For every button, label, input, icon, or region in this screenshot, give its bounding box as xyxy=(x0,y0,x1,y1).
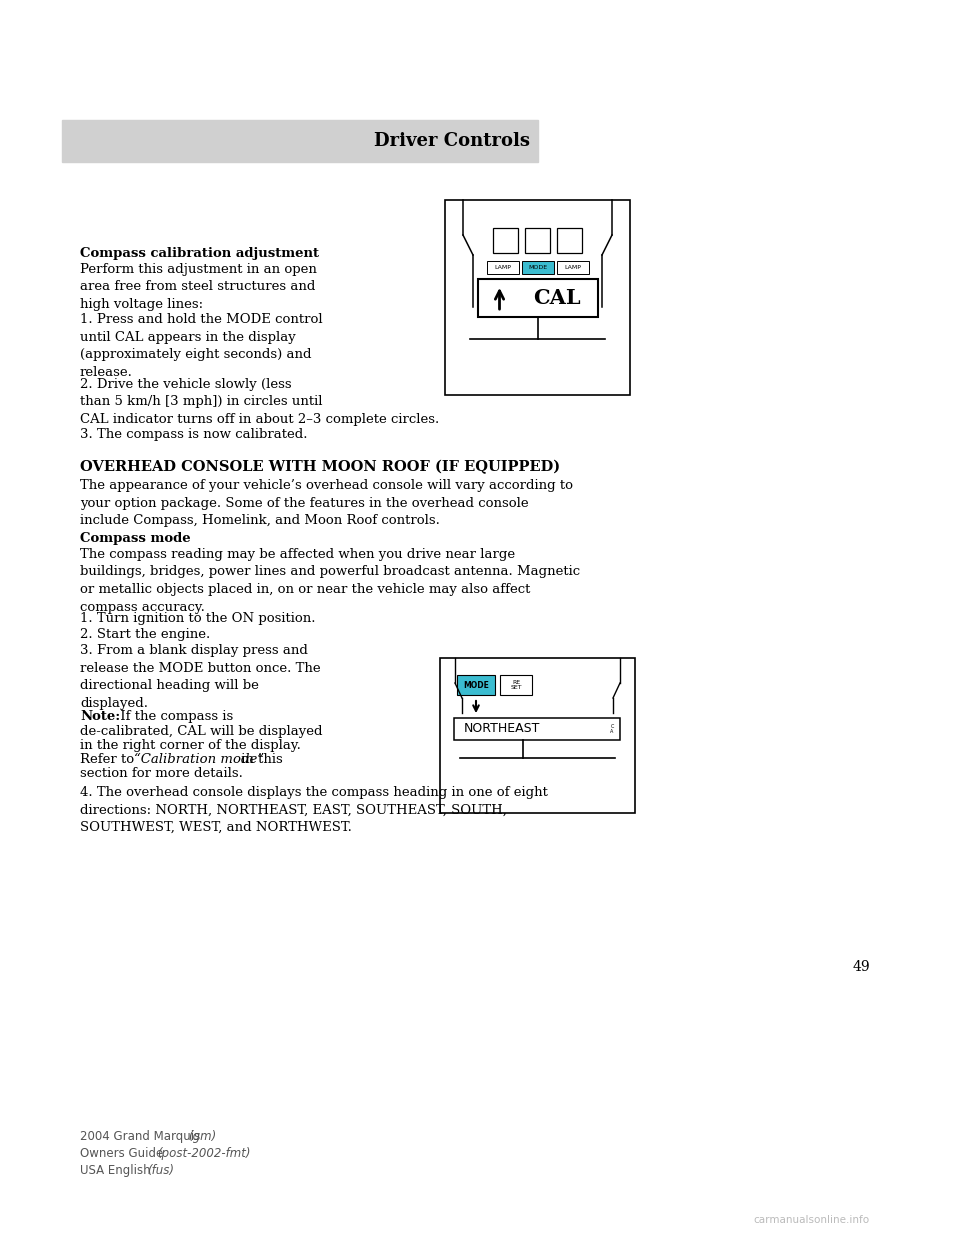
Text: carmanualsonline.info: carmanualsonline.info xyxy=(754,1215,870,1225)
Bar xyxy=(521,261,554,274)
Text: The appearance of your vehicle’s overhead console will vary according to
your op: The appearance of your vehicle’s overhea… xyxy=(80,479,573,527)
Text: NORTHEAST: NORTHEAST xyxy=(464,723,540,735)
Text: 3. The compass is now calibrated.: 3. The compass is now calibrated. xyxy=(80,428,307,441)
Bar xyxy=(440,658,635,814)
Text: “Calibration mode”: “Calibration mode” xyxy=(134,753,264,766)
Text: (fus): (fus) xyxy=(147,1164,174,1177)
Bar xyxy=(445,200,630,395)
Text: MODE: MODE xyxy=(528,265,547,270)
Text: 2004 Grand Marquis: 2004 Grand Marquis xyxy=(80,1130,204,1143)
Bar xyxy=(62,120,538,161)
Text: RE
SET: RE SET xyxy=(510,679,522,691)
Text: section for more details.: section for more details. xyxy=(80,768,243,780)
Text: 2. Drive the vehicle slowly (less
than 5 km/h [3 mph]) in circles until
CAL indi: 2. Drive the vehicle slowly (less than 5… xyxy=(80,378,440,426)
Text: 4. The overhead console displays the compass heading in one of eight
directions:: 4. The overhead console displays the com… xyxy=(80,786,548,833)
Text: Perform this adjustment in an open
area free from steel structures and
high volt: Perform this adjustment in an open area … xyxy=(80,263,317,310)
Text: 49: 49 xyxy=(852,960,870,974)
Text: Driver Controls: Driver Controls xyxy=(374,132,530,150)
Text: Owners Guide: Owners Guide xyxy=(80,1148,167,1160)
Text: (post-2002-fmt): (post-2002-fmt) xyxy=(157,1148,251,1160)
Bar xyxy=(500,674,532,696)
Bar xyxy=(493,229,518,253)
Bar xyxy=(525,229,550,253)
Bar xyxy=(477,279,597,317)
Text: LAMP: LAMP xyxy=(494,265,511,270)
Bar xyxy=(557,229,582,253)
Bar xyxy=(457,674,495,696)
Bar xyxy=(487,261,518,274)
Text: 2. Start the engine.: 2. Start the engine. xyxy=(80,628,210,641)
Text: Compass calibration adjustment: Compass calibration adjustment xyxy=(80,247,319,260)
Text: CAL: CAL xyxy=(533,288,581,308)
Text: Note:: Note: xyxy=(80,710,120,723)
Text: C
A: C A xyxy=(611,724,613,734)
Text: OVERHEAD CONSOLE WITH MOON ROOF (IF EQUIPPED): OVERHEAD CONSOLE WITH MOON ROOF (IF EQUI… xyxy=(80,460,560,474)
Text: 1. Press and hold the MODE control
until CAL appears in the display
(approximate: 1. Press and hold the MODE control until… xyxy=(80,313,323,379)
Text: The compass reading may be affected when you drive near large
buildings, bridges: The compass reading may be affected when… xyxy=(80,548,580,614)
Text: in this: in this xyxy=(237,753,283,766)
Bar xyxy=(557,261,588,274)
Text: de-calibrated, CAL will be displayed: de-calibrated, CAL will be displayed xyxy=(80,725,323,738)
Text: 1. Turn ignition to the ON position.: 1. Turn ignition to the ON position. xyxy=(80,612,316,625)
Text: LAMP: LAMP xyxy=(564,265,581,270)
Bar xyxy=(454,718,620,740)
Text: If the compass is: If the compass is xyxy=(116,710,233,723)
Text: 3. From a blank display press and
release the MODE button once. The
directional : 3. From a blank display press and releas… xyxy=(80,645,321,709)
Text: (gm): (gm) xyxy=(188,1130,216,1143)
Text: USA English: USA English xyxy=(80,1164,155,1177)
Text: in the right corner of the display.: in the right corner of the display. xyxy=(80,739,300,751)
Text: Refer to: Refer to xyxy=(80,753,138,766)
Text: MODE: MODE xyxy=(463,681,489,689)
Text: Compass mode: Compass mode xyxy=(80,532,191,545)
